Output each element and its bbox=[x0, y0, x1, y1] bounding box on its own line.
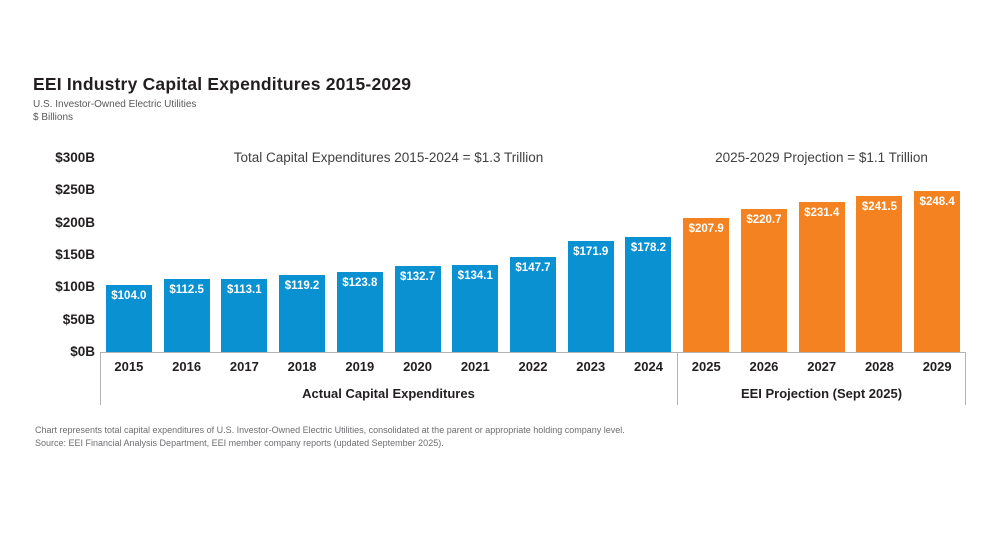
bar-slot-2027: $231.4 bbox=[793, 158, 851, 352]
y-tick-label: $50B bbox=[62, 311, 95, 327]
bar-value-label-2019: $123.8 bbox=[342, 276, 378, 289]
bar-slot-2024: $178.2 bbox=[620, 158, 678, 352]
year-label-2020: 2020 bbox=[403, 359, 432, 374]
bar-slot-2020: $132.7 bbox=[389, 158, 447, 352]
y-tick-label: $100B bbox=[55, 279, 95, 295]
bar-value-label-2024: $178.2 bbox=[630, 241, 667, 254]
bar-2022: $147.7 bbox=[510, 256, 556, 352]
y-tick-label: $200B bbox=[55, 214, 95, 230]
year-label-2028: 2028 bbox=[864, 359, 894, 374]
y-axis: $300B $250B $200B $150B $100B $50B $0B bbox=[0, 150, 95, 359]
year-label-2022: 2022 bbox=[518, 359, 548, 374]
bar-slot-2025: $207.9 bbox=[677, 158, 735, 352]
bar-slot-2019: $123.8 bbox=[331, 158, 389, 352]
bar-2026: $220.7 bbox=[740, 209, 787, 352]
bar-2024: $178.2 bbox=[625, 236, 672, 352]
group-label-actual: Actual Capital Expenditures bbox=[302, 386, 475, 401]
x-axis: 2015 2016 2017 2018 2019 2020 2021 2022 2023 2024… bbox=[100, 359, 966, 374]
bar-value-label-2015: $104.0 bbox=[111, 289, 147, 302]
plot-area: $104.0 $112.5 $113.1 $119.2 $123.8 $132.7 $134… bbox=[100, 158, 966, 352]
year-label-2025: 2025 bbox=[691, 359, 721, 374]
year-label-2019: 2019 bbox=[345, 359, 375, 374]
year-label-2018: 2018 bbox=[287, 359, 317, 374]
bar-2015: $104.0 bbox=[105, 284, 152, 352]
footnotes: Chart represents total capital expenditu… bbox=[35, 424, 625, 450]
bar-value-label-2021: $134.1 bbox=[457, 270, 493, 283]
bar-value-label-2023: $171.9 bbox=[573, 245, 609, 258]
axis-bracket-right bbox=[965, 352, 966, 405]
bar-2028: $241.5 bbox=[856, 195, 903, 352]
chart-units-label: $ Billions bbox=[33, 112, 74, 123]
page-title: EEI Industry Capital Expenditures 2015-2… bbox=[33, 74, 412, 94]
group-label-projection: EEI Projection (Sept 2025) bbox=[740, 386, 903, 401]
bar-value-label-2018: $119.2 bbox=[284, 279, 320, 292]
year-label-2026: 2026 bbox=[749, 359, 779, 374]
bar-value-label-2029: $248.4 bbox=[919, 196, 955, 209]
bar-2018: $119.2 bbox=[279, 274, 326, 352]
bar-slot-2016: $112.5 bbox=[158, 158, 216, 352]
bar-2029: $248.4 bbox=[914, 191, 961, 352]
bar-slot-2028: $241.5 bbox=[851, 158, 909, 352]
year-label-2023: 2023 bbox=[576, 359, 606, 374]
y-tick-label: $250B bbox=[55, 182, 95, 198]
bar-2021: $134.1 bbox=[452, 265, 499, 352]
annotation-projection-total: 2025-2029 Projection = $1.1 Trillion bbox=[715, 150, 928, 165]
axis-bracket-middle bbox=[677, 352, 678, 405]
axis-bracket-left bbox=[100, 352, 101, 405]
year-label-2024: 2024 bbox=[634, 359, 663, 374]
footnote-source: Source: EEI Financial Analysis Departmen… bbox=[35, 438, 444, 448]
chart-header: EEI Industry Capital Expenditures 2015-2… bbox=[33, 74, 411, 123]
bar-value-label-2027: $231.4 bbox=[804, 207, 840, 220]
bar-2027: $231.4 bbox=[798, 202, 845, 352]
bar-value-label-2026: $220.7 bbox=[746, 214, 782, 227]
bar-2017: $113.1 bbox=[221, 278, 268, 352]
bar-2023: $171.9 bbox=[567, 240, 614, 352]
year-label-2029: 2029 bbox=[922, 359, 952, 374]
year-label-2027: 2027 bbox=[807, 359, 837, 374]
bar-value-label-2017: $113.1 bbox=[227, 283, 262, 296]
bar-value-label-2020: $132.7 bbox=[399, 271, 436, 284]
year-label-2015: 2015 bbox=[114, 359, 144, 374]
year-label-2017: 2017 bbox=[229, 359, 259, 374]
annotation-actual-total: Total Capital Expenditures 2015-2024 = $… bbox=[233, 150, 544, 165]
year-label-2016: 2016 bbox=[172, 359, 202, 374]
bar-slot-2029: $248.4 bbox=[908, 158, 966, 352]
bar-slot-2015: $104.0 bbox=[100, 158, 158, 352]
bar-2025: $207.9 bbox=[683, 217, 730, 352]
bar-slot-2018: $119.2 bbox=[273, 158, 331, 352]
footnote-description: Chart represents total capital expenditu… bbox=[35, 425, 625, 435]
bar-value-label-2025: $207.9 bbox=[688, 222, 724, 235]
y-tick-label: $300B bbox=[55, 150, 95, 165]
bar-slot-2017: $113.1 bbox=[215, 158, 273, 352]
bar-slot-2026: $220.7 bbox=[735, 158, 793, 352]
bar-2020: $132.7 bbox=[394, 266, 441, 352]
bar-2016: $112.5 bbox=[163, 279, 210, 352]
bar-slot-2022: $147.7 bbox=[504, 158, 562, 352]
axis-baseline bbox=[100, 352, 966, 353]
bar-slot-2021: $134.1 bbox=[446, 158, 504, 352]
year-label-2021: 2021 bbox=[460, 359, 490, 374]
chart-subtitle: U.S. Investor-Owned Electric Utilities bbox=[33, 99, 197, 110]
bar-value-label-2022: $147.7 bbox=[515, 261, 551, 274]
bar-value-label-2016: $112.5 bbox=[169, 284, 204, 297]
y-tick-label: $150B bbox=[55, 247, 95, 262]
bar-slot-2023: $171.9 bbox=[562, 158, 620, 352]
bar-2019: $123.8 bbox=[336, 271, 383, 352]
y-tick-label: $0B bbox=[70, 344, 95, 359]
bar-value-label-2028: $241.5 bbox=[861, 200, 897, 213]
